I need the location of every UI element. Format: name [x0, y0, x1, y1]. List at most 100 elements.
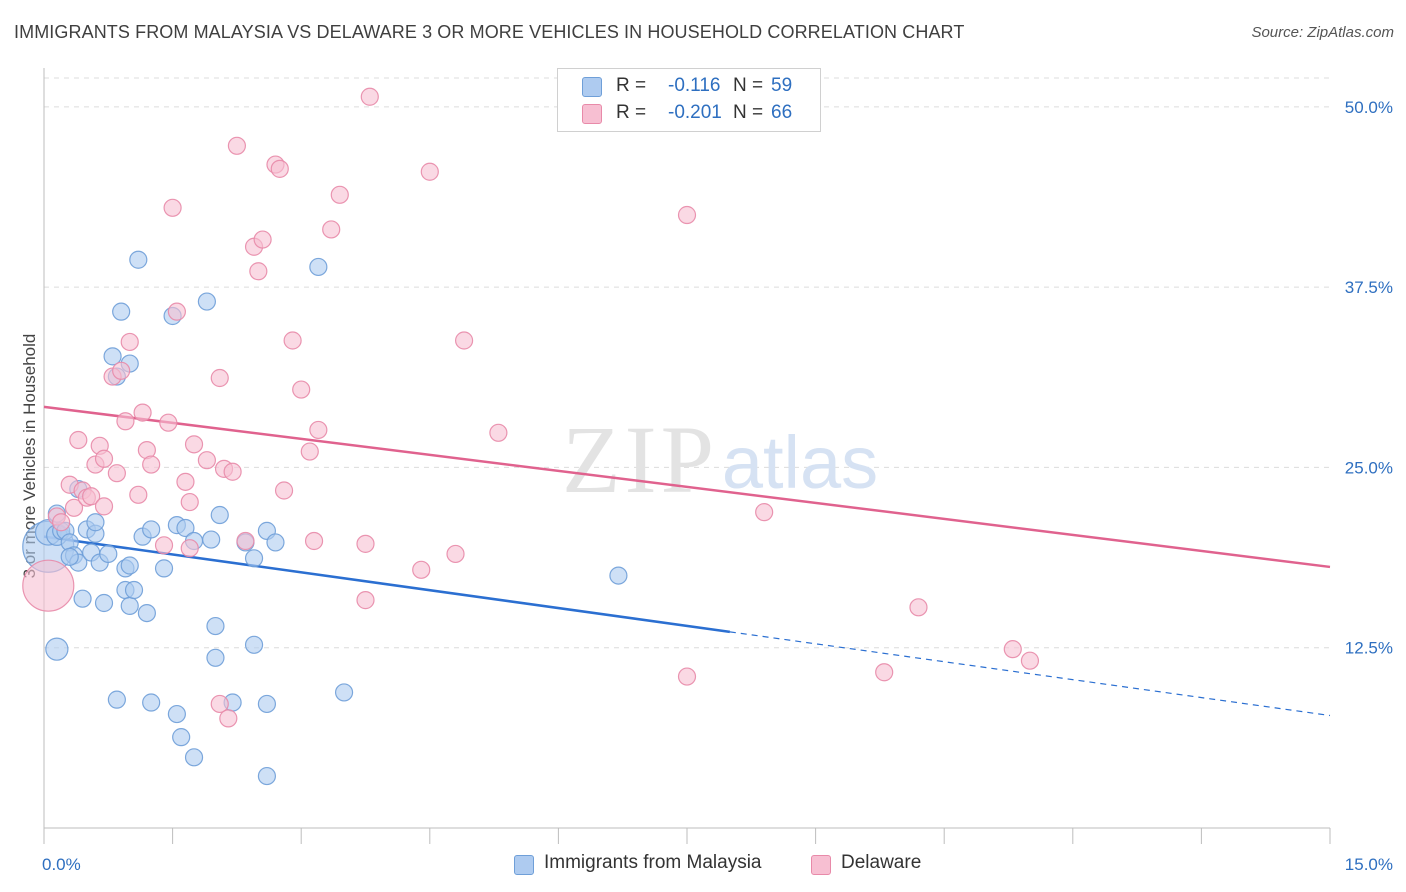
- point-malaysia: [206, 648, 225, 667]
- point-delaware: [677, 667, 697, 686]
- point-delaware: [184, 435, 204, 454]
- point-malaysia: [94, 593, 114, 613]
- n-value: 59: [771, 75, 793, 96]
- point-delaware: [304, 531, 324, 551]
- point-malaysia: [244, 549, 264, 568]
- trend-line-delaware: [43, 405, 1331, 569]
- point-delaware: [446, 544, 465, 564]
- point-delaware: [69, 430, 88, 450]
- point-delaware: [412, 560, 431, 579]
- point-delaware: [909, 598, 928, 617]
- point-delaware: [227, 136, 246, 155]
- point-delaware: [52, 513, 71, 532]
- point-malaysia: [197, 292, 216, 311]
- tick-labels: 12.5% 25.0% 37.5% 50.0% 0.0% 15.0%: [42, 98, 1393, 874]
- point-delaware: [292, 380, 311, 399]
- point-delaware: [322, 220, 341, 239]
- r-label: R =: [616, 75, 647, 96]
- point-malaysia: [142, 520, 161, 539]
- point-delaware: [420, 162, 439, 181]
- point-delaware: [142, 455, 161, 474]
- point-delaware: [309, 420, 328, 440]
- point-malaysia: [184, 748, 204, 767]
- n-value: 66: [771, 102, 793, 123]
- point-delaware: [283, 331, 302, 350]
- point-delaware: [167, 302, 186, 321]
- point-delaware: [154, 536, 174, 555]
- x-tick-label: 15.0%: [1345, 855, 1393, 874]
- trend-line-malaysia-extrapolated: [729, 631, 1331, 717]
- point-malaysia: [60, 547, 79, 566]
- point-delaware: [163, 198, 182, 217]
- point-delaware: [1020, 651, 1040, 670]
- swatch-blue: [582, 77, 602, 97]
- n-label: N =: [733, 102, 764, 123]
- point-delaware: [677, 205, 697, 225]
- y-tick-label: 50.0%: [1345, 98, 1393, 117]
- point-delaware: [300, 442, 319, 461]
- point-delaware: [112, 361, 131, 380]
- point-delaware: [197, 451, 216, 470]
- watermark: ZIP atlas: [562, 406, 878, 513]
- point-malaysia: [154, 559, 174, 578]
- point-delaware: [360, 87, 379, 106]
- point-delaware: [120, 332, 139, 352]
- point-delaware: [116, 412, 135, 431]
- point-malaysia: [266, 533, 285, 552]
- legend-swatch-blue: [514, 855, 534, 875]
- y-tick-label: 12.5%: [1345, 639, 1393, 658]
- point-malaysia: [107, 690, 126, 709]
- point-delaware: [249, 262, 268, 281]
- point-delaware: [330, 185, 349, 204]
- source-credit: Source: ZipAtlas.com: [1251, 24, 1394, 41]
- point-malaysia: [257, 694, 277, 714]
- point-delaware: [159, 413, 178, 432]
- point-delaware: [356, 591, 375, 610]
- point-delaware: [129, 485, 148, 504]
- point-malaysia: [257, 766, 277, 786]
- point-malaysia: [172, 728, 191, 747]
- legend-label: Immigrants from Malaysia: [544, 852, 762, 873]
- point-delaware: [180, 492, 199, 512]
- point-malaysia: [120, 556, 139, 575]
- point-malaysia: [124, 580, 144, 600]
- point-delaware: [356, 534, 375, 553]
- y-tick-label: 25.0%: [1345, 458, 1393, 477]
- point-delaware: [270, 159, 289, 178]
- point-delaware: [64, 498, 84, 517]
- point-delaware: [94, 449, 114, 468]
- point-malaysia: [129, 250, 148, 269]
- point-malaysia: [210, 505, 229, 525]
- point-malaysia: [142, 693, 161, 712]
- trend-line-malaysia: [43, 535, 731, 634]
- stats-legend: R = -0.116 N = 59 R = -0.201 N = 66: [557, 68, 821, 132]
- point-delaware: [180, 539, 199, 558]
- point-malaysia: [176, 518, 195, 538]
- chart-title: IMMIGRANTS FROM MALAYSIA VS DELAWARE 3 O…: [14, 22, 965, 42]
- point-malaysia: [112, 302, 131, 321]
- trend-lines: [43, 405, 1331, 717]
- point-delaware: [875, 663, 894, 682]
- watermark-zip: ZIP: [562, 406, 718, 513]
- point-malaysia: [45, 637, 69, 661]
- point-malaysia: [334, 683, 354, 702]
- data-points: [22, 87, 1040, 786]
- point-delaware: [755, 503, 774, 522]
- legend-swatch-pink: [811, 855, 831, 875]
- point-delaware: [176, 472, 195, 491]
- r-value: -0.116: [668, 75, 721, 96]
- point-malaysia: [103, 347, 122, 366]
- n-label: N =: [733, 75, 764, 96]
- y-tick-label: 37.5%: [1345, 278, 1393, 297]
- point-delaware: [210, 368, 229, 388]
- swatch-pink: [582, 104, 602, 124]
- point-delaware: [133, 403, 152, 422]
- x-tick-label: 0.0%: [42, 855, 81, 874]
- point-malaysia: [167, 704, 186, 724]
- point-delaware: [219, 709, 238, 728]
- point-malaysia: [86, 513, 105, 532]
- point-delaware: [489, 423, 508, 442]
- point-malaysia: [120, 596, 139, 615]
- legend-label: Delaware: [841, 852, 922, 873]
